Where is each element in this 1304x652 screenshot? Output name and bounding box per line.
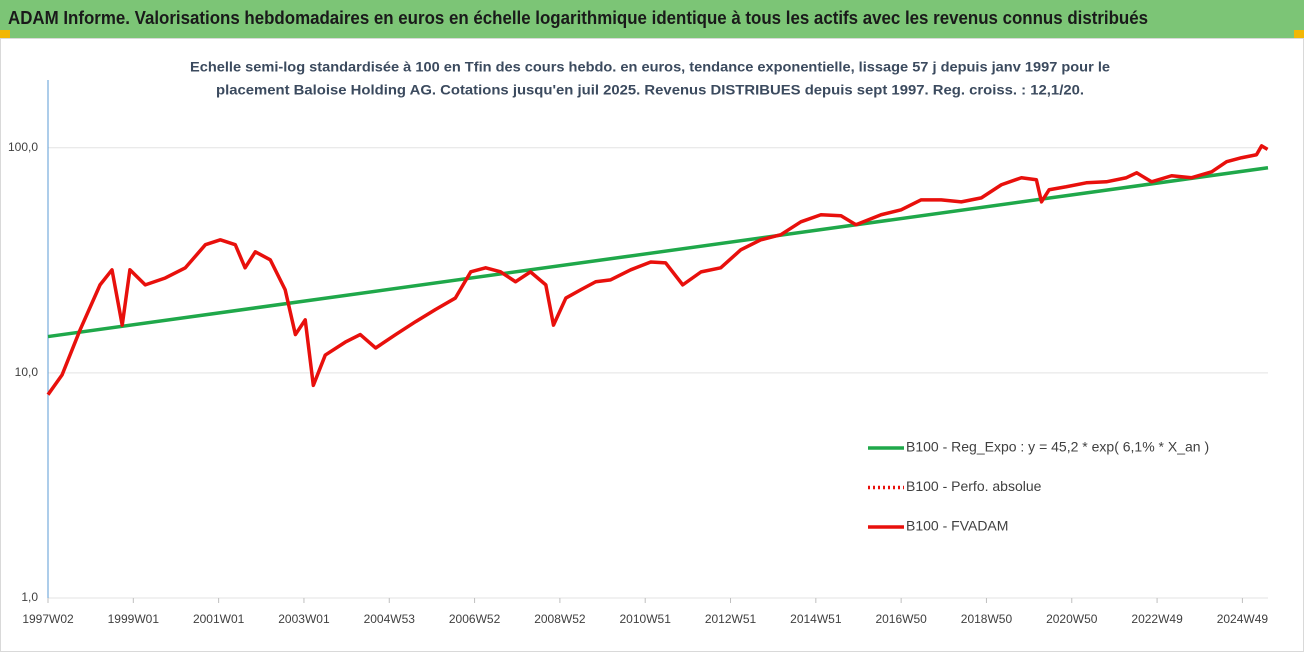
x-tick-label: 2022W49 <box>1131 612 1183 626</box>
x-tick-label: 2014W51 <box>790 612 842 626</box>
x-tick-label: 1999W01 <box>108 612 160 626</box>
grid: 1,0 10,0 100,0 1997W02 1999W01 2001W01 2003W01… <box>8 80 1268 626</box>
x-tick-label: 2020W50 <box>1046 612 1098 626</box>
x-tick-label: 1997W02 <box>22 612 74 626</box>
header-bar <box>0 0 1304 38</box>
legend-label: B100 - FVADAM <box>906 518 1008 534</box>
plot-area <box>46 144 1269 396</box>
x-tick-label: 2010W51 <box>620 612 672 626</box>
y-tick-label: 100,0 <box>8 140 38 154</box>
corner-mark <box>1294 30 1304 38</box>
x-tick-label: 2018W50 <box>961 612 1013 626</box>
x-tick-label: 2001W01 <box>193 612 245 626</box>
x-tick-label: 2012W51 <box>705 612 757 626</box>
legend: B100 - Reg_Expo : y = 45,2 * exp( 6,1% *… <box>868 439 1209 534</box>
legend-label: B100 - Reg_Expo : y = 45,2 * exp( 6,1% *… <box>906 439 1209 455</box>
chart-title: ADAM Informe. Valorisations hebdomadaire… <box>8 8 1148 28</box>
corner-mark <box>0 30 10 38</box>
legend-label: B100 - Perfo. absolue <box>906 478 1042 494</box>
chart-subtitle: Echelle semi-log standardisée à 100 en T… <box>190 59 1110 75</box>
series-line <box>47 166 1269 339</box>
y-tick-label: 10,0 <box>15 365 39 379</box>
chart-subtitle: placement Baloise Holding AG. Cotations … <box>216 82 1084 98</box>
x-tick-label: 2008W52 <box>534 612 586 626</box>
series-line <box>46 144 1269 396</box>
x-tick-label: 2006W52 <box>449 612 501 626</box>
x-tick-label: 2024W49 <box>1217 612 1269 626</box>
x-tick-label: 2003W01 <box>278 612 330 626</box>
y-tick-label: 1,0 <box>21 590 38 604</box>
x-tick-label: 2004W53 <box>364 612 416 626</box>
x-tick-label: 2016W50 <box>875 612 927 626</box>
